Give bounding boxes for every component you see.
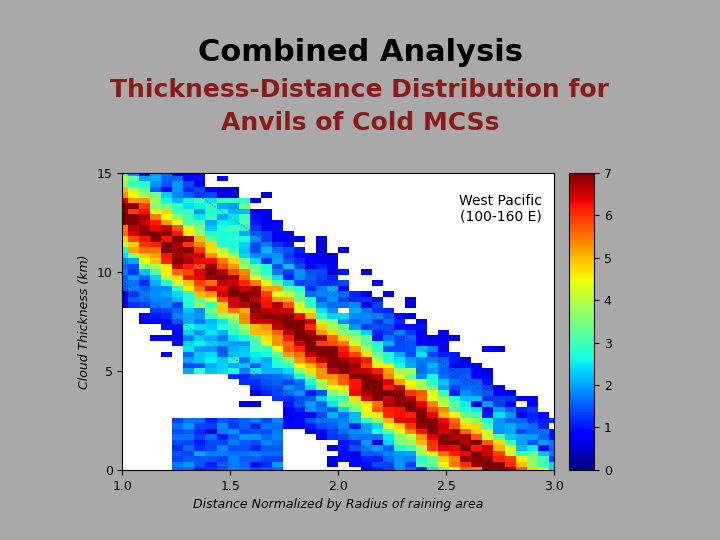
Text: Anvils of Cold MCSs: Anvils of Cold MCSs bbox=[221, 111, 499, 134]
Text: West Pacific
(100-160 E): West Pacific (100-160 E) bbox=[459, 193, 541, 224]
Text: Combined Analysis: Combined Analysis bbox=[197, 38, 523, 67]
Text: Thickness-Distance Distribution for: Thickness-Distance Distribution for bbox=[110, 78, 610, 102]
Y-axis label: Cloud Thickness (km): Cloud Thickness (km) bbox=[78, 254, 91, 389]
X-axis label: Distance Normalized by Radius of raining area: Distance Normalized by Radius of raining… bbox=[193, 498, 484, 511]
